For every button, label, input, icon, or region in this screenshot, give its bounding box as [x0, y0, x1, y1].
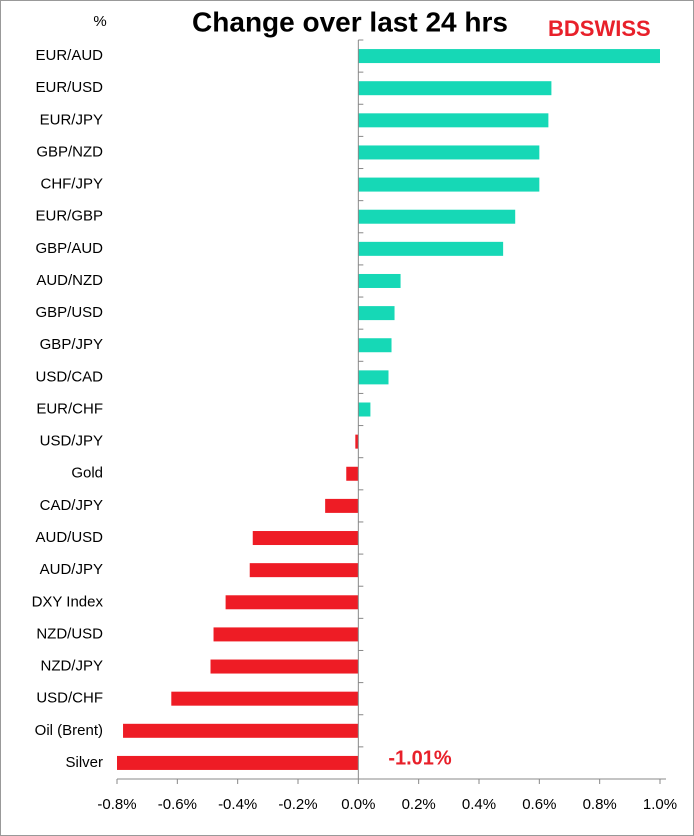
y-tick-label: AUD/USD [35, 529, 103, 546]
bar [249, 563, 359, 578]
bar [358, 145, 540, 160]
y-tick-label: GBP/AUD [35, 240, 103, 257]
bar [210, 659, 359, 674]
bar [346, 466, 359, 481]
x-tick-label: 0.2% [402, 796, 436, 813]
bar [358, 338, 392, 353]
bar [171, 691, 359, 706]
y-tick-label: GBP/NZD [36, 143, 103, 160]
x-tick-label: 0.0% [341, 796, 375, 813]
bar [355, 434, 359, 449]
y-tick-label: Silver [65, 754, 103, 771]
x-tick-label: -0.4% [218, 796, 257, 813]
y-tick-label: CAD/JPY [40, 497, 103, 514]
bar [123, 723, 359, 738]
bar [213, 627, 359, 642]
x-tick-label: -0.2% [278, 796, 317, 813]
annotation: -1.01% [388, 747, 452, 769]
y-tick-label: GBP/JPY [40, 336, 103, 353]
x-tick-label: 0.6% [522, 796, 556, 813]
y-tick-label: EUR/CHF [36, 400, 103, 417]
bar [358, 49, 660, 64]
y-tick-label: EUR/JPY [40, 111, 103, 128]
unit-label: % [93, 13, 106, 30]
y-tick-label: EUR/GBP [35, 208, 103, 225]
y-tick-label: GBP/USD [35, 304, 103, 321]
bar [358, 177, 540, 192]
x-tick-label: 1.0% [643, 796, 677, 813]
y-tick-label: CHF/JPY [40, 176, 103, 193]
bar [358, 273, 401, 288]
bar [225, 595, 359, 610]
y-tick-label: USD/CHF [36, 690, 103, 707]
bar [358, 306, 395, 321]
brand-logo: BDSWISS [548, 16, 651, 41]
bar [325, 498, 359, 513]
x-tick-label: -0.6% [158, 796, 197, 813]
y-tick-label: DXY Index [32, 593, 104, 610]
y-tick-label: AUD/NZD [36, 272, 103, 289]
y-tick-label: USD/CAD [35, 368, 103, 385]
x-tick-label: 0.4% [462, 796, 496, 813]
x-tick-label: -0.8% [97, 796, 136, 813]
y-tick-label: EUR/USD [35, 79, 103, 96]
y-tick-label: USD/JPY [40, 433, 103, 450]
bar [117, 755, 359, 770]
bar [358, 113, 549, 128]
x-tick-label: 0.8% [583, 796, 617, 813]
y-tick-label: Gold [71, 465, 103, 482]
bar [358, 209, 516, 224]
y-tick-label: NZD/JPY [40, 658, 103, 675]
bar [252, 531, 359, 546]
y-tick-label: NZD/USD [36, 625, 103, 642]
y-tick-label: EUR/AUD [35, 47, 103, 64]
bar [358, 370, 389, 385]
bar [358, 81, 552, 96]
bar [358, 241, 504, 256]
y-tick-label: AUD/JPY [40, 561, 103, 578]
chart-title: Change over last 24 hrs [192, 6, 508, 37]
y-tick-label: Oil (Brent) [35, 722, 103, 739]
bar [358, 402, 371, 417]
